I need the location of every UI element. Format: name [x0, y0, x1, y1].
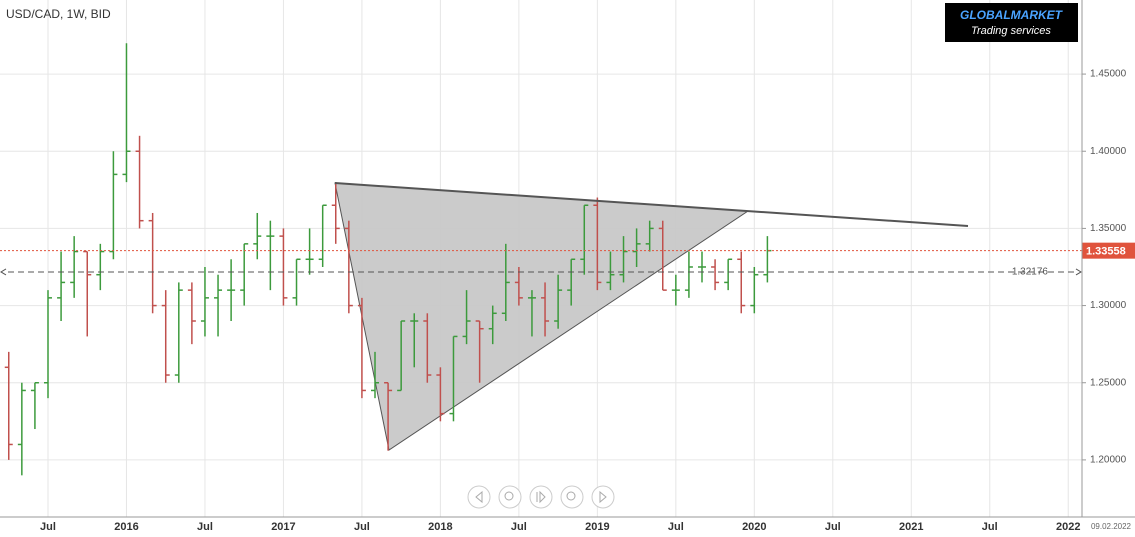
nav-prev[interactable]	[467, 485, 491, 509]
x-tick-label: Jul	[825, 521, 841, 533]
y-tick-label: 1.40000	[1090, 146, 1127, 157]
x-tick-label: 2018	[428, 521, 452, 533]
nav-icons	[475, 490, 607, 504]
nav-zoom-in[interactable]	[560, 485, 584, 509]
nav-next[interactable]	[591, 485, 615, 509]
x-tick-label: 2019	[585, 521, 609, 533]
level-arrow-left	[0, 268, 7, 276]
logo-box	[945, 3, 1078, 42]
nav-reset[interactable]	[529, 485, 553, 509]
date-label: 09.02.2022	[1091, 522, 1132, 531]
level-arrow-right	[1075, 268, 1082, 276]
logo-title: GLOBALMARKET	[960, 8, 1064, 22]
y-tick-label: 1.45000	[1090, 69, 1127, 80]
x-tick-label: Jul	[354, 521, 370, 533]
x-tick-label: Jul	[982, 521, 998, 533]
y-tick-label: 1.20000	[1090, 455, 1127, 466]
nav-icon	[504, 491, 514, 501]
y-tick-label: 1.30000	[1090, 300, 1127, 311]
x-tick-label: Jul	[668, 521, 684, 533]
x-tick-label: 2021	[899, 521, 923, 533]
logo-subtitle: Trading services	[971, 25, 1051, 37]
last-price-label: 1.33558	[1086, 246, 1126, 258]
y-tick-label: 1.25000	[1090, 377, 1127, 388]
x-tick-label: 2020	[742, 521, 766, 533]
bars	[4, 43, 772, 476]
x-tick-label: Jul	[197, 521, 213, 533]
nav-zoom-out[interactable]	[498, 485, 522, 509]
chart-title: USD/CAD, 1W, BID	[6, 7, 111, 21]
overlays: 1.32176 1.33558	[0, 242, 1135, 278]
y-tick-label: 1.35000	[1090, 223, 1127, 234]
x-tick-label: 2022	[1056, 521, 1080, 533]
x-tick-label: 2017	[271, 521, 295, 533]
last-price-box	[1082, 242, 1135, 259]
x-tick-label: Jul	[511, 521, 527, 533]
x-tick-label: Jul	[40, 521, 56, 533]
grid	[0, 0, 1086, 517]
navigation	[467, 485, 615, 509]
level-label: 1.32176	[1012, 267, 1049, 278]
trend-line	[334, 182, 969, 227]
nav-icon	[566, 491, 576, 501]
x-tick-label: 2016	[114, 521, 138, 533]
